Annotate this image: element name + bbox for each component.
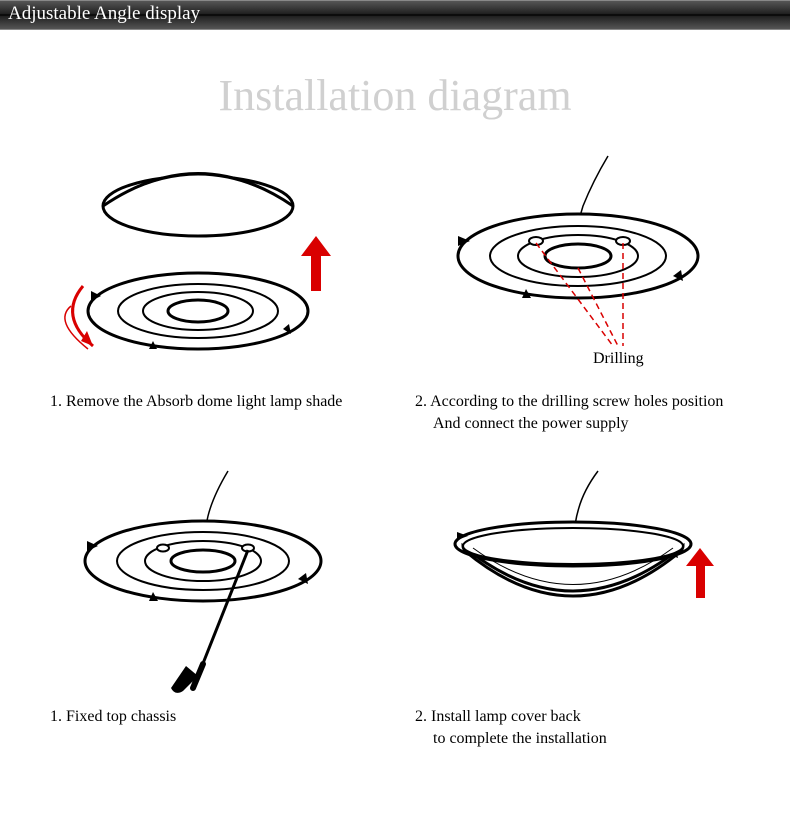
up-arrow-icon xyxy=(301,236,331,291)
header-bar: Adjustable Angle display xyxy=(0,0,790,30)
caption-line2: to complete the installation xyxy=(415,728,750,750)
caption-step3: 1. Fixed top chassis xyxy=(40,706,385,728)
step-cell-4: 2. Install lamp cover back to complete t… xyxy=(405,466,750,751)
step-cell-1: 1. Remove the Absorb dome light lamp sha… xyxy=(40,151,385,436)
caption-line1: 2. According to the drilling screw holes… xyxy=(415,393,723,410)
caption-line1: 1. Fixed top chassis xyxy=(50,708,176,725)
diagram-grid: 1. Remove the Absorb dome light lamp sha… xyxy=(0,121,790,771)
dome-icon xyxy=(103,174,293,237)
illustration-step1 xyxy=(53,151,373,381)
step-cell-3: 1. Fixed top chassis xyxy=(40,466,385,751)
up-arrow-icon xyxy=(686,548,714,598)
header-title: Adjustable Angle display xyxy=(8,3,200,25)
caption-step4: 2. Install lamp cover back to complete t… xyxy=(405,706,750,751)
illustration-step3 xyxy=(53,466,373,696)
drilling-label: Drilling xyxy=(593,350,644,367)
caption-step2: 2. According to the drilling screw holes… xyxy=(405,391,750,436)
base-plate-icon xyxy=(85,521,321,601)
caption-line2: And connect the power supply xyxy=(415,413,750,435)
caption-line1: 1. Remove the Absorb dome light lamp sha… xyxy=(50,393,342,410)
caption-line1: 2. Install lamp cover back xyxy=(415,708,581,725)
caption-step1: 1. Remove the Absorb dome light lamp sha… xyxy=(40,391,385,413)
page-title: Installation diagram xyxy=(0,70,790,121)
base-plate-icon xyxy=(88,273,308,349)
base-plate-icon xyxy=(458,214,698,298)
illustration-step2: Drilling xyxy=(418,151,738,381)
illustration-step4 xyxy=(418,466,738,696)
step-cell-2: Drilling 2. According to the drilling sc… xyxy=(405,151,750,436)
